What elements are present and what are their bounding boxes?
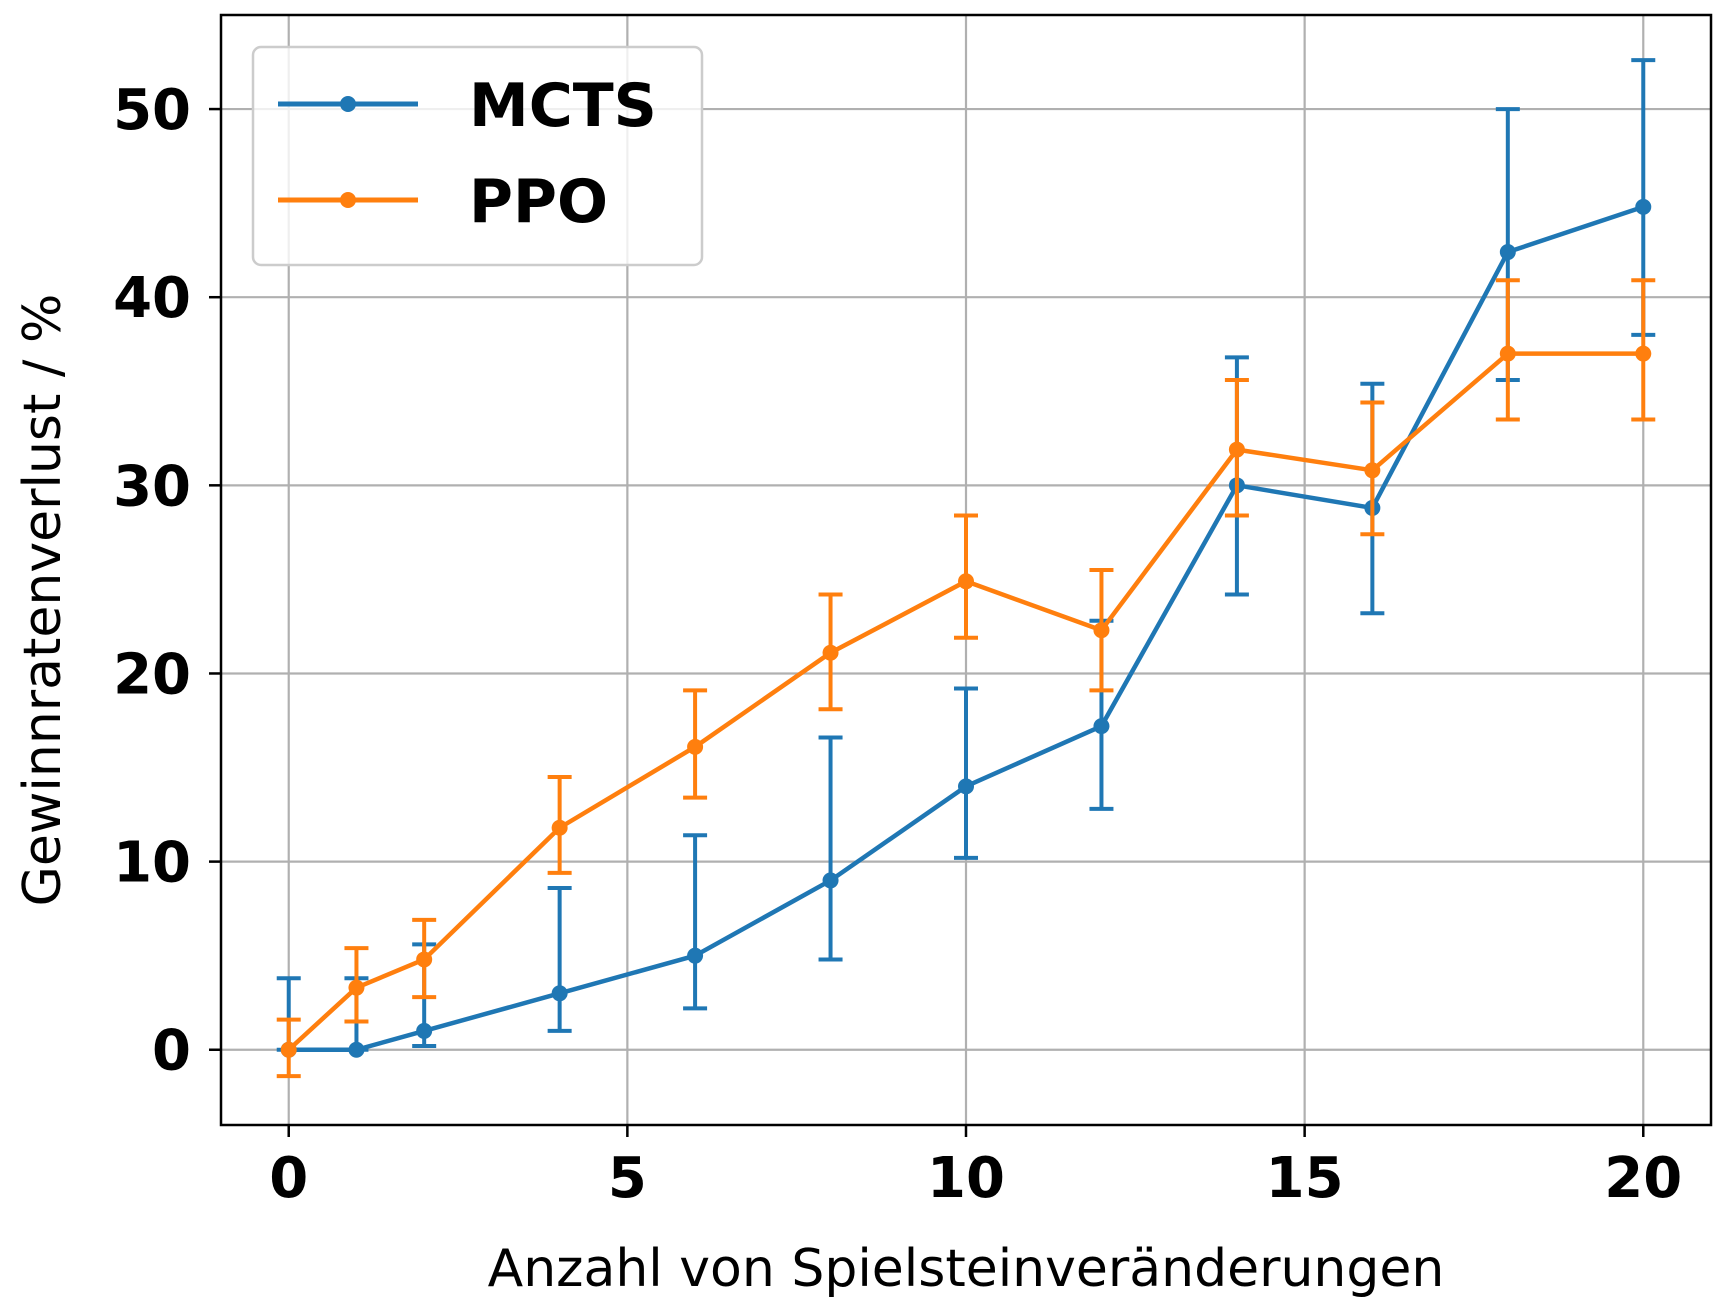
legend-entry-mcts: MCTS [278,71,657,141]
plot-frame [219,13,1713,1127]
y-tick-label: 40 [113,266,191,331]
y-tick-label: 30 [113,454,191,519]
data-point [416,951,433,968]
data-point [551,985,568,1002]
data-point [416,1022,433,1039]
y-axis-label: Gewinnratenverlust / % [13,294,73,907]
data-point [687,738,704,755]
data-point [1228,441,1245,458]
y-tick-label: 0 [152,1019,191,1084]
x-tick-label: 5 [608,1146,647,1211]
series-layer [276,58,1656,1079]
data-point [958,778,974,795]
data-point [958,573,974,590]
y-tick-label: 20 [113,642,191,707]
legend-label: MCTS [469,71,657,141]
series-line [288,204,1644,1052]
series-line [287,351,1644,1052]
legend-entry-ppo: PPO [278,167,608,237]
data-point [348,1041,365,1058]
x-tick-label: 10 [927,1146,1005,1211]
legend-entries: MCTS PPO [278,71,657,237]
x-tick-label: 15 [1266,1146,1344,1211]
data-point [1364,462,1381,479]
data-point [1635,345,1652,362]
data-point [687,947,704,964]
x-tick-label: 20 [1604,1146,1682,1211]
x-axis-label: Anzahl von Spielsteinveränderungen [488,1239,1445,1299]
x-tick-label: 0 [269,1146,308,1211]
data-point [551,819,568,836]
tick-labels: 0 5 10 15 20 0 10 20 30 40 50 [113,78,1682,1211]
data-point [280,1041,297,1058]
data-point [1635,198,1652,215]
legend-label: PPO [469,167,608,237]
y-tick-label: 10 [113,831,191,896]
legend-swatch-marker [340,192,356,208]
data-point [1499,244,1516,261]
legend-swatch-marker [340,96,356,112]
data-point [1093,718,1110,735]
data-point [1093,622,1110,639]
data-point [1499,345,1516,362]
data-point [348,979,365,996]
legend: MCTS PPO [251,45,704,267]
y-tick-label: 50 [113,78,191,143]
series-ppo [276,278,1656,1079]
data-point [822,644,839,661]
data-point [822,872,839,889]
